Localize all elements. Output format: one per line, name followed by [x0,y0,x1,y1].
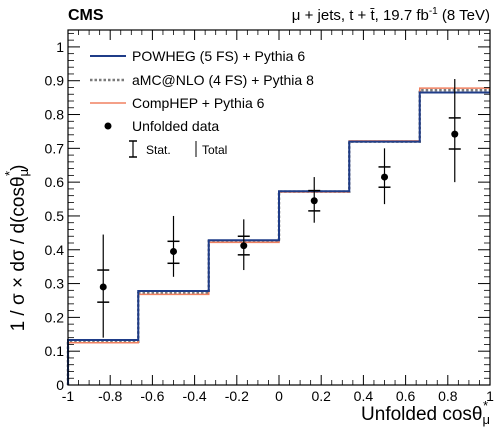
y-tick-label: 0.4 [45,242,65,258]
y-tick-label: 0 [56,377,64,393]
data-point [451,130,459,138]
legend-powheg-label: POWHEG (5 FS) + Pythia 6 [132,48,305,64]
y-title-sup: * [2,171,17,176]
x-tick-label: -1 [62,388,75,404]
legend: POWHEG (5 FS) + Pythia 6 aMC@NLO (4 FS) … [90,48,314,158]
x-title-main: Unfolded cosθ [361,404,482,425]
y-tick-label: 0.3 [45,276,65,292]
x-tick-label: -0.6 [140,388,164,404]
y-tick-label: 0.9 [45,73,65,89]
y-tick-label: 1 [56,39,64,55]
x-tick-label: -0.2 [225,388,249,404]
legend-data-marker [104,122,112,130]
data-point [170,247,177,255]
y-title-end: ) [8,165,29,171]
lumi-exponent: -1 [429,6,438,17]
y-title-main: 1 / σ × dσ / d(cosθ [8,176,29,331]
y-title-sub: μ [16,169,31,177]
legend-stat-marker [129,140,137,158]
legend-total-label: Total [202,143,227,157]
y-axis-title: 1 / σ × dσ / d(cosθμ*) [2,165,31,332]
data-point [240,242,248,250]
experiment-label: CMS [68,7,104,24]
x-tick-label: 0 [275,388,283,404]
lumi-label: μ + jets, t + t̄, 19.7 fb-1 (8 TeV) [292,6,490,24]
legend-amcnlo-label: aMC@NLO (4 FS) + Pythia 8 [132,72,314,88]
legend-comphep-label: CompHEP + Pythia 6 [132,95,265,111]
lumi-channel-text: μ + jets, t + t̄, 19.7 fb [292,7,429,24]
y-tick-label: 0.2 [45,309,65,325]
x-tick-label: 1 [486,388,494,404]
data-point [381,173,388,181]
series-powheg-steps [67,91,490,385]
x-tick-label: 0.6 [396,388,416,404]
y-tick-label: 0.8 [45,107,65,123]
y-tick-label: 0.6 [45,174,65,190]
y-tick-label: 0.7 [45,140,65,156]
data-point [310,197,318,205]
x-tick-label: -0.8 [98,388,122,404]
plot-layer [66,79,490,385]
y-tick-label: 0.1 [45,343,65,359]
x-tick-label: 0.4 [354,388,374,404]
axes-layer: -1 -0.8 -0.6 -0.4 -0.2 0 0.2 0.4 0.6 0.8 1 0 0.1 0.2 0… [45,29,494,404]
x-title-sub: μ [483,412,491,427]
x-tick-label: 0.2 [311,388,331,404]
x-title-sup: * [483,398,488,413]
x-axis-title: Unfolded cosθμ* [361,398,490,427]
y-tick-label: 0.5 [45,208,65,224]
x-tick-label: 0.8 [438,388,458,404]
lumi-energy-text: (8 TeV) [438,7,490,24]
legend-stat-label: Stat. [146,143,171,157]
data-point [99,283,107,291]
legend-data-label: Unfolded data [132,118,219,134]
x-tick-label: -0.4 [183,388,207,404]
